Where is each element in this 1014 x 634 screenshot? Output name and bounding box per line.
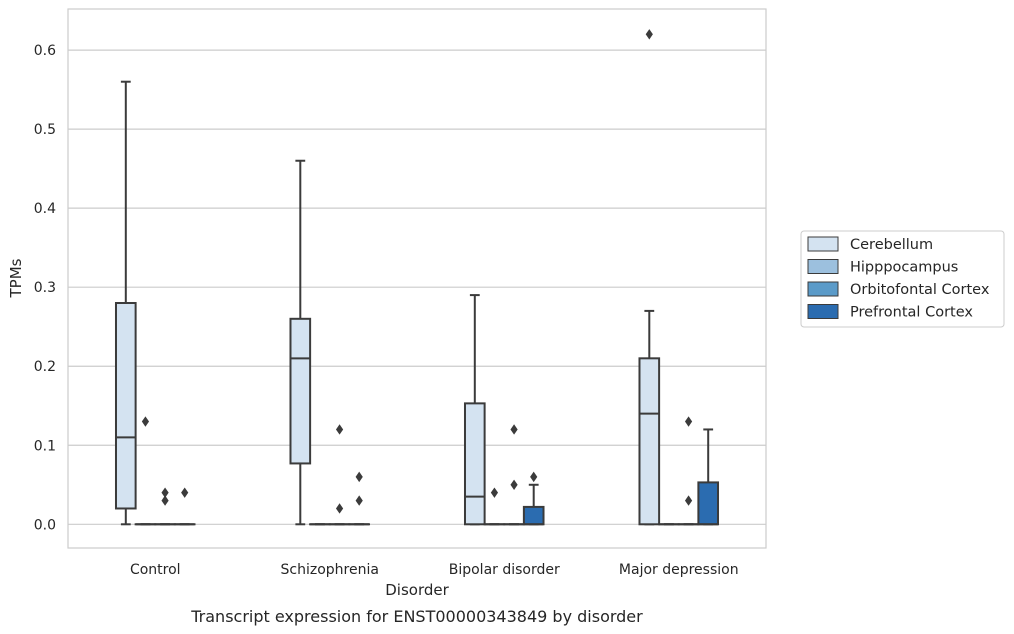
legend: Cerebellum Hipppocampus Orbitofontal Corte… [800, 230, 1005, 328]
y-tick-label: 0.0 [34, 517, 56, 533]
x-tick-label: Major depression [619, 562, 739, 578]
outlier-point [510, 424, 518, 435]
iqr-box [522, 505, 545, 526]
chart-caption: Transcript expression for ENST0000034384… [190, 607, 643, 626]
outlier-point [335, 424, 344, 435]
iqr-box [114, 302, 137, 510]
box-group [697, 428, 720, 526]
box-group [173, 487, 196, 526]
y-tick-label: 0.6 [34, 43, 56, 59]
outlier-point [684, 416, 693, 427]
y-tick-label: 0.3 [34, 280, 56, 296]
legend-label: Prefrontal Cortex [850, 305, 973, 321]
outlier-point [141, 416, 150, 427]
legend-label: Hipppocampus [850, 260, 958, 276]
box-group [483, 487, 506, 526]
x-axis-title: Disorder [385, 581, 449, 599]
plot-frame [67, 8, 767, 549]
iqr-box [289, 317, 312, 465]
outlier-point [355, 471, 363, 483]
legend-items: Cerebellum Hipppocampus Orbitofontal Corte… [807, 236, 990, 321]
box-group [134, 416, 157, 526]
outlier-point [161, 495, 169, 506]
grid-layer [68, 49, 766, 525]
box-group [677, 416, 700, 526]
outlier-point [355, 495, 363, 506]
box-group [503, 424, 525, 526]
legend-swatch [807, 236, 839, 252]
x-tick-labels: Control Schizophrenia Bipolar disorder Majo… [130, 562, 739, 578]
legend-label: Cerebellum [850, 237, 933, 253]
outlier-point [645, 29, 653, 40]
legend-label: Orbitofontal Cortex [850, 282, 990, 298]
boxes-layer [114, 29, 720, 526]
x-tick-label: Control [130, 562, 181, 578]
y-tick-label: 0.4 [34, 201, 56, 217]
box-group [463, 294, 486, 526]
legend-frame [800, 230, 1005, 328]
iqr-box [463, 402, 486, 526]
outlier-point [510, 479, 518, 490]
outlier-point [684, 495, 693, 506]
iqr-box [638, 357, 661, 526]
outlier-point [161, 487, 169, 498]
box-group [348, 471, 371, 526]
y-tick-label: 0.2 [34, 359, 56, 375]
box-group [289, 159, 312, 526]
y-axis-title: TPMs [7, 258, 25, 298]
legend-swatch [807, 281, 839, 297]
box-group [328, 424, 351, 526]
box-group [154, 487, 176, 526]
box-group [114, 80, 137, 526]
outlier-point [530, 471, 538, 483]
legend-swatch [807, 304, 839, 319]
legend-swatch [807, 259, 839, 274]
y-tick-label: 0.5 [34, 122, 56, 138]
x-tick-label: Bipolar disorder [449, 562, 560, 578]
outlier-point [181, 487, 189, 498]
x-tick-label: Schizophrenia [281, 562, 379, 578]
y-tick-labels: 0.0 0.1 0.2 0.3 0.4 0.5 0.6 [34, 43, 56, 533]
box-group [522, 471, 545, 526]
outlier-point [335, 503, 344, 514]
y-tick-label: 0.1 [34, 438, 56, 454]
outlier-point [490, 487, 499, 498]
box-group [638, 29, 661, 526]
iqr-box [697, 481, 720, 526]
